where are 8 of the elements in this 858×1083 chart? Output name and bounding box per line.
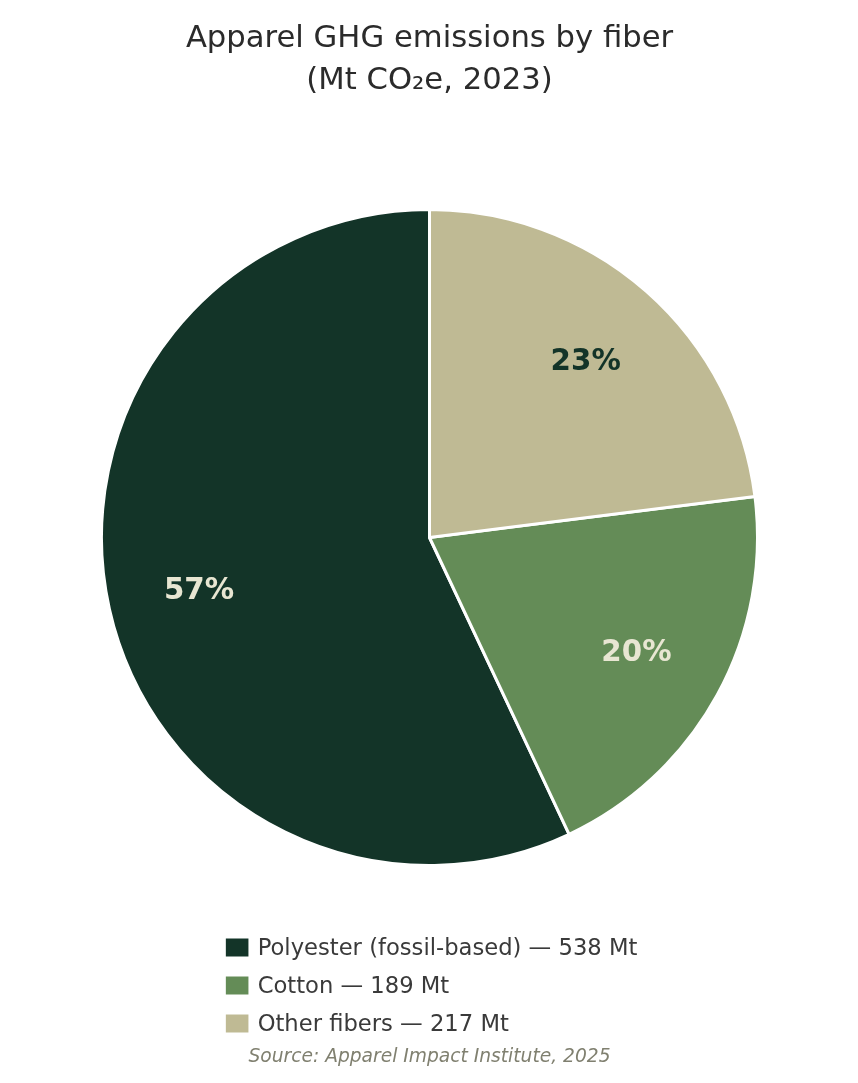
- chart-title: Apparel GHG emissions by fiber (Mt CO₂e, 2023): [185, 18, 674, 96]
- legend-label: Cotton — 189 Mt: [257, 971, 450, 1000]
- data-label: 23%: [550, 343, 621, 378]
- legend-label: Other fibers — 217 Mt: [257, 1009, 509, 1038]
- source-note: Source: Apparel Impact Institute, 2025: [248, 1045, 611, 1066]
- data-label: 57%: [163, 572, 235, 607]
- data-label: 20%: [601, 634, 672, 669]
- legend-label: Polyester (fossil-based) — 538 Mt: [257, 933, 638, 962]
